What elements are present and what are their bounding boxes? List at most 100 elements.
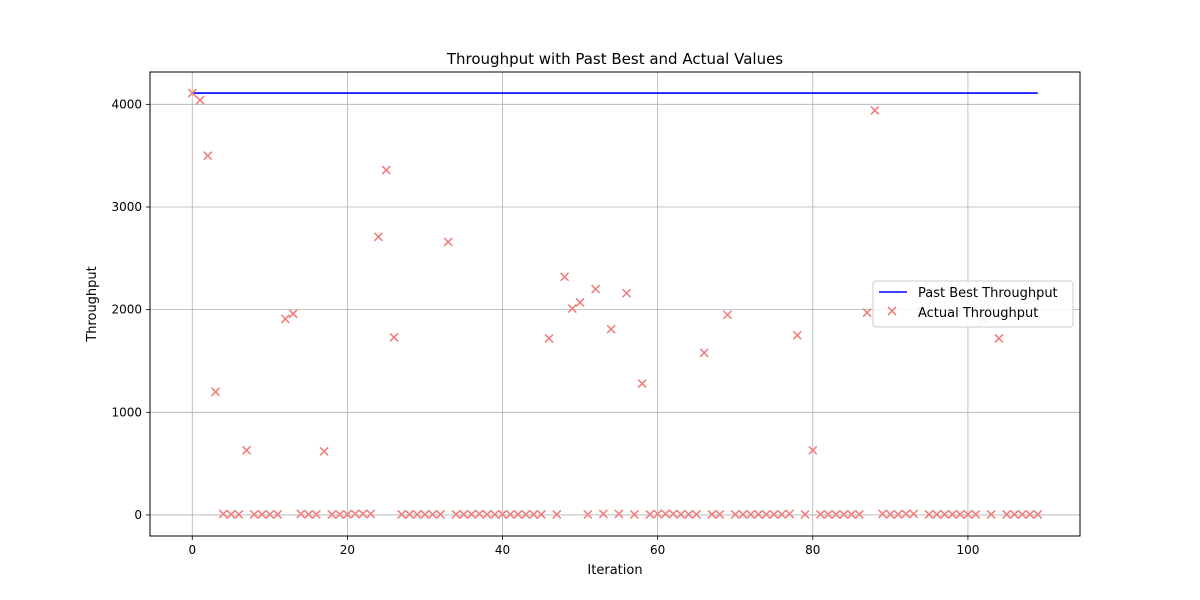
actual-throughput-point <box>738 509 748 520</box>
actual-throughput-point <box>986 509 996 520</box>
point-stroke <box>296 509 306 519</box>
point-stroke <box>1033 509 1043 520</box>
actual-throughput-point <box>296 509 306 519</box>
actual-throughput-point <box>815 509 826 520</box>
chart-title: Throughput with Past Best and Actual Val… <box>446 50 783 68</box>
x-tick-label: 0 <box>188 543 196 557</box>
point-stroke <box>753 509 764 520</box>
actual-throughput-point <box>676 509 686 520</box>
actual-throughput-point <box>195 95 205 105</box>
actual-throughput-point <box>847 509 857 520</box>
actual-throughput-point <box>645 509 655 520</box>
point-stroke <box>660 509 670 519</box>
point-stroke <box>730 509 740 520</box>
actual-throughput-point <box>691 509 702 520</box>
actual-throughput-point <box>560 272 570 282</box>
actual-throughput-point <box>373 232 383 242</box>
x-tick-label: 60 <box>650 543 665 557</box>
actual-throughput-point <box>342 509 352 520</box>
point-stroke <box>823 509 833 520</box>
point-stroke <box>373 232 383 242</box>
point-stroke <box>637 378 647 389</box>
point-stroke <box>854 509 864 520</box>
point-stroke <box>839 509 849 520</box>
point-stroke <box>963 509 973 520</box>
actual-throughput-point <box>660 509 670 519</box>
point-stroke <box>490 509 500 520</box>
point-stroke <box>629 509 639 520</box>
actual-throughput-point <box>187 88 197 98</box>
y-tick-label: 0 <box>134 508 142 522</box>
actual-throughput-point <box>940 509 950 520</box>
actual-throughput-point <box>234 509 244 520</box>
actual-throughput-point <box>583 509 593 520</box>
actual-throughput-point <box>769 509 779 520</box>
legend: Past Best Throughput Actual Throughput <box>872 280 1074 328</box>
actual-throughput-point <box>839 509 849 520</box>
point-stroke <box>451 509 461 520</box>
actual-throughput-point <box>242 445 252 455</box>
actual-throughput-point <box>319 446 329 456</box>
actual-throughput-point <box>381 165 391 175</box>
point-stroke <box>575 297 585 308</box>
actual-throughput-point <box>862 308 872 318</box>
point-stroke <box>482 509 492 520</box>
actual-throughput-point <box>335 509 345 520</box>
point-stroke <box>513 509 523 520</box>
actual-throughput-point <box>311 509 321 520</box>
point-stroke <box>404 509 415 520</box>
actual-throughput-point <box>257 509 267 520</box>
actual-throughput-point <box>273 509 283 520</box>
point-stroke <box>955 509 965 520</box>
point-stroke <box>389 332 399 342</box>
actual-throughput-point <box>730 509 740 520</box>
actual-throughput-point <box>544 333 554 343</box>
point-stroke <box>699 348 709 358</box>
point-stroke <box>342 509 352 520</box>
actual-throughput-point <box>637 378 647 389</box>
point-stroke <box>381 165 391 175</box>
actual-throughput-point <box>497 509 508 520</box>
point-stroke <box>815 509 826 520</box>
actual-throughput-point <box>466 509 477 520</box>
actual-throughput-point <box>567 304 577 314</box>
actual-throughput-point <box>404 509 415 520</box>
point-stroke <box>606 324 616 334</box>
point-stroke <box>412 509 422 520</box>
point-stroke <box>971 509 981 520</box>
point-stroke <box>847 509 857 520</box>
actual-throughput-point <box>800 509 810 520</box>
actual-throughput-point <box>893 509 903 520</box>
point-stroke <box>1002 509 1012 520</box>
point-stroke <box>459 509 469 520</box>
point-stroke <box>909 509 919 519</box>
point-stroke <box>878 509 888 519</box>
point-stroke <box>715 509 725 520</box>
x-axis-label: Iteration <box>587 563 642 578</box>
point-stroke <box>536 509 546 520</box>
actual-throughput-point <box>746 509 756 520</box>
point-stroke <box>777 509 787 520</box>
actual-throughput-point <box>443 237 453 247</box>
point-stroke <box>187 88 197 98</box>
actual-throughput-point <box>606 324 616 334</box>
actual-throughput-point <box>428 509 438 520</box>
actual-throughput-point <box>722 310 733 320</box>
actual-throughput-point <box>668 509 678 519</box>
point-stroke <box>947 509 957 520</box>
actual-throughput-point <box>598 509 608 519</box>
actual-throughput-point <box>854 509 864 520</box>
point-stroke <box>738 509 748 520</box>
actual-throughput-point <box>901 509 911 519</box>
actual-throughput-point <box>761 509 771 520</box>
actual-throughput-point <box>366 509 376 519</box>
legend-label-past-best: Past Best Throughput <box>918 286 1058 301</box>
actual-throughput-point <box>451 509 461 520</box>
point-stroke <box>684 509 694 520</box>
actual-throughput-point <box>203 151 213 161</box>
actual-throughput-point <box>459 509 469 520</box>
point-stroke <box>1017 509 1027 520</box>
point-stroke <box>474 509 484 519</box>
point-stroke <box>420 509 430 520</box>
